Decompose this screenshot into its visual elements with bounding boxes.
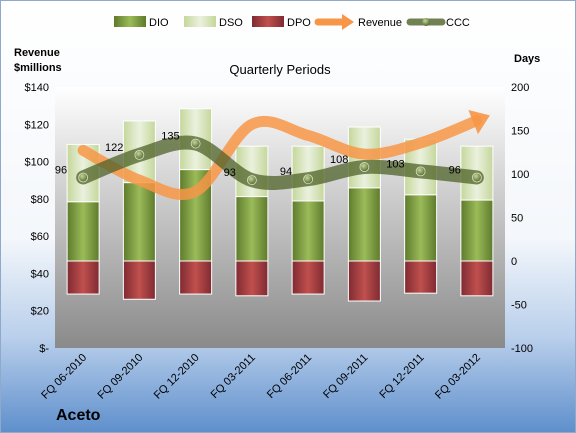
ccc-data-label: 135	[161, 131, 179, 143]
left-tick-label: $60	[31, 231, 49, 243]
revenue-arrowhead	[468, 109, 490, 135]
right-tick-label: 50	[511, 213, 523, 225]
right-tick-label: 150	[511, 126, 529, 138]
right-axis-ticks: -100 -50 0 50 100 150 200	[511, 82, 533, 355]
ccc-series	[76, 135, 484, 190]
dio-bar	[460, 199, 494, 262]
ccc-data-label: 93	[224, 167, 236, 179]
right-tick-label: 0	[511, 256, 517, 268]
dpo-bar	[404, 260, 438, 294]
left-tick-label: $-	[39, 343, 49, 355]
left-tick-label: $100	[25, 157, 49, 169]
dio-bar	[291, 200, 325, 262]
left-tick-label: $20	[31, 306, 49, 318]
ccc-point	[134, 149, 145, 160]
ccc-data-label: 103	[386, 158, 404, 170]
legend-label-dio: DIO	[149, 17, 169, 29]
ccc-point	[78, 172, 89, 183]
right-tick-label: 200	[511, 82, 529, 94]
legend-swatch-dio	[114, 16, 146, 27]
dpo-bar	[122, 260, 156, 300]
dpo-bar	[460, 260, 494, 297]
legend-label-revenue: Revenue	[358, 17, 402, 29]
legend-label-ccc: CCC	[446, 17, 470, 29]
right-axis-title: Days	[514, 53, 540, 65]
ccc-data-label: 96	[449, 164, 461, 176]
dpo-bar	[66, 260, 100, 295]
ccc-point	[246, 175, 257, 185]
ccc-data-label: 108	[330, 154, 348, 166]
legend-swatch-ccc-dot	[422, 18, 430, 26]
revenue-line	[77, 115, 483, 201]
legend-label-dso: DSO	[219, 17, 243, 29]
dpo-bar	[291, 260, 325, 295]
ccc-point	[471, 172, 482, 183]
revenue-series	[77, 109, 490, 201]
dio-bar	[347, 187, 381, 262]
legend-swatch-revenue-arrow	[342, 14, 354, 30]
ccc-data-label: 94	[280, 166, 292, 178]
ccc-point	[415, 166, 426, 177]
legend-label-dpo: DPO	[287, 17, 311, 29]
dio-bar	[404, 194, 438, 262]
dpo-bar	[235, 260, 269, 297]
left-tick-label: $40	[31, 268, 49, 280]
legend-swatch-dso	[184, 16, 216, 27]
chart-subtitle: Quarterly Periods	[229, 62, 331, 77]
ccc-point	[303, 174, 314, 185]
dio-bar	[235, 196, 269, 262]
left-tick-label: $80	[31, 194, 49, 206]
legend-swatch-dpo	[252, 16, 284, 27]
right-tick-label: -50	[511, 300, 527, 312]
company-name: Aceto	[56, 407, 101, 424]
dio-bar	[122, 182, 156, 262]
left-tick-label: $140	[25, 82, 49, 94]
left-axis-title-line-1: Revenue	[14, 47, 60, 59]
right-tick-label: 100	[511, 169, 529, 181]
left-axis-ticks: $- $20 $40 $60 $80 $100 $120 $140	[25, 82, 50, 355]
ccc-point	[190, 138, 201, 149]
ccc-point	[359, 162, 370, 172]
left-tick-label: $120	[25, 119, 49, 131]
ccc-data-labels: 96 122 135 93 94 108 103 96	[55, 131, 461, 180]
left-axis-title-line-2: $millions	[14, 62, 62, 74]
ccc-data-label: 122	[105, 142, 123, 154]
right-tick-label: -100	[511, 343, 533, 355]
ccc-data-label: 96	[55, 164, 67, 176]
ccc-line	[76, 135, 484, 190]
dpo-bar	[347, 260, 381, 302]
dio-bar	[66, 201, 100, 262]
legend: DIO DSO DPO Revenue CCC	[114, 14, 470, 30]
dpo-bar	[179, 260, 213, 295]
